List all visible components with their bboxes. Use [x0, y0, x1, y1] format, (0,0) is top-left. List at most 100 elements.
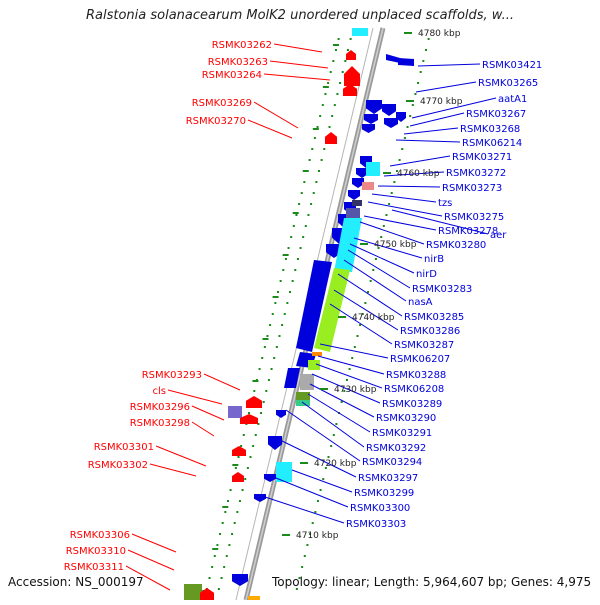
tick-left: [332, 60, 335, 62]
tick-inner: [260, 412, 263, 414]
tick-left: [321, 104, 324, 106]
tick-left: [319, 115, 322, 117]
gene-label-right: nirD: [416, 269, 437, 280]
gene-label-right: RSMK03286: [400, 326, 460, 337]
callout-right: [333, 289, 399, 331]
callout-right: [319, 343, 389, 359]
gene-label-right: RSMK06214: [462, 138, 522, 149]
tick-inner: [225, 555, 228, 557]
tick-right: [403, 137, 406, 139]
tick-right: [382, 225, 385, 227]
gene-reverse: [396, 112, 406, 122]
gene-label-left: RSMK03310: [66, 546, 126, 557]
tick-right: [327, 456, 330, 458]
gene-orange: [312, 352, 322, 356]
callout-right: [411, 97, 497, 119]
accession-text: Accession: NS_000197: [8, 575, 144, 589]
tick-right: [340, 401, 343, 403]
tick-left: [313, 137, 316, 139]
tick-right: [343, 390, 346, 392]
tick-inner: [262, 401, 265, 403]
gene-label-left: RSMK03269: [192, 98, 252, 109]
tick-left: [300, 192, 303, 194]
tick-left: [279, 280, 282, 282]
tick-inner: [310, 203, 313, 205]
tick-inner: [254, 434, 257, 436]
gene-label-right: aatA1: [498, 94, 527, 105]
gene-label-left: RSMK03298: [130, 418, 190, 429]
scale-markers: 4780 kbp 4770 kbp 4760 kbp 4750 kbp 4740 kbp…: [282, 29, 463, 541]
gene-label-right: RSMK03271: [452, 152, 512, 163]
gene-label-right: RSMK03287: [394, 340, 454, 351]
callout-right: [391, 209, 489, 235]
callout-right: [307, 393, 371, 433]
callout-left: [247, 119, 293, 139]
tick-inner: [312, 192, 315, 194]
tick-inner: [223, 566, 226, 568]
tick-right: [324, 467, 327, 469]
tick-inner: [275, 346, 278, 348]
gene-cyan: [276, 462, 292, 482]
label-callouts: [125, 43, 497, 591]
tick-right: [414, 93, 417, 95]
gene-label-right: RSMK03288: [386, 370, 446, 381]
callout-right: [377, 185, 441, 188]
callout-right: [315, 363, 383, 389]
gene-cyan: [366, 162, 380, 176]
callout-right: [329, 303, 393, 345]
gene-reverse: [232, 574, 248, 586]
tick-left: [327, 82, 330, 84]
tick-inner: [241, 489, 244, 491]
tick-right: [406, 126, 409, 128]
gene-olive: [184, 584, 202, 600]
tick-left: [240, 445, 243, 447]
callout-right: [417, 63, 481, 67]
callout-right: [279, 439, 357, 478]
callout-right: [275, 477, 349, 508]
tick-right: [319, 489, 322, 491]
callout-right: [395, 139, 461, 143]
callout-right: [301, 401, 365, 448]
callout-right: [403, 127, 459, 135]
gene-reverse: [362, 124, 375, 133]
tick-left: [277, 291, 280, 293]
callout-right: [363, 215, 437, 231]
tick-left: [226, 500, 229, 502]
gene-purple: [228, 406, 242, 418]
gene-reverse: [366, 100, 382, 114]
scale-label: 4710 kbp: [296, 531, 339, 541]
callout-right: [353, 237, 423, 259]
tick-inner: [231, 533, 234, 535]
tick-left: [253, 390, 256, 392]
tick-right: [356, 335, 359, 337]
scale-label: 4720 kbp: [314, 459, 357, 469]
tick-inner: [286, 302, 289, 304]
gene-grey: [300, 374, 314, 390]
gene-label-right: RSMK03285: [404, 312, 464, 323]
tick-left: [248, 412, 251, 414]
gene-forward: [240, 414, 258, 424]
callout-left: [203, 373, 241, 391]
gene-forward: [246, 396, 262, 408]
tick-right: [351, 357, 354, 359]
gene-reverse: [254, 494, 266, 502]
gene-forward: [232, 446, 246, 456]
gene-forward: [344, 66, 360, 86]
gene-label-right: RSMK03265: [478, 78, 538, 89]
tick-inner: [217, 588, 220, 590]
tick-right: [385, 214, 388, 216]
tick-left: [224, 511, 227, 513]
gene-reverse: [364, 114, 378, 124]
tick-inner: [317, 170, 320, 172]
gene-pink: [362, 182, 374, 190]
tick-left: [208, 577, 211, 579]
scale-label: 4770 kbp: [420, 97, 463, 107]
callout-left: [191, 405, 225, 421]
tick-left: [242, 434, 245, 436]
tick-left: [269, 324, 272, 326]
gene-reverse-large: [296, 260, 332, 352]
tick-left: [258, 368, 261, 370]
gene-lime: [308, 360, 320, 370]
tick-right: [348, 368, 351, 370]
